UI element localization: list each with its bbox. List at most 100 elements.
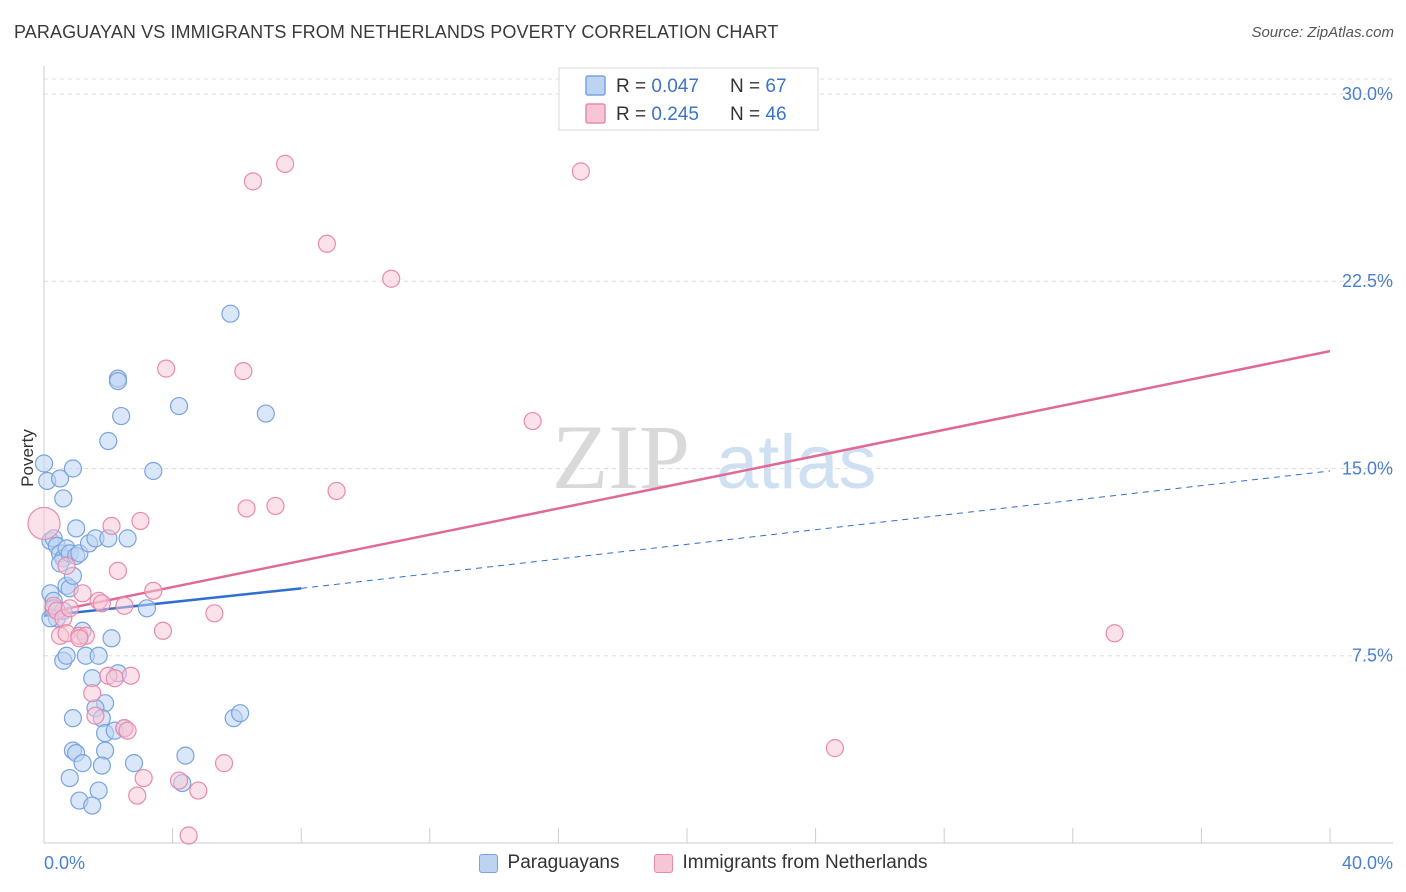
watermark-zip: ZIP [552,406,690,508]
point-netherlands [134,768,153,788]
point-paraguayans [63,709,83,728]
tick-labels: 7.5% 15.0% 22.5% 30.0% 0.0% 40.0% [44,84,1393,873]
legend-swatch-pink [585,103,606,124]
svg-text:R = 0.245: R = 0.245 [616,104,699,125]
point-netherlands [121,666,140,685]
trend-line-paraguayans [43,587,302,618]
point-netherlands [571,162,591,181]
point-paraguayans [118,529,137,548]
point-netherlands [83,684,102,703]
watermark-atlas: atlas [716,420,877,505]
point-netherlands [60,599,79,618]
legend-r-value-1: 0.047 [651,76,699,97]
point-netherlands [1105,624,1124,643]
point-netherlands [825,739,844,758]
svg-text:N = 46: N = 46 [730,104,787,125]
point-netherlands [523,411,542,431]
y-axis-label: Poverty [18,429,37,487]
point-paraguayans [102,629,121,648]
legend-r-label-2: R = [616,104,651,125]
legend-bottom: Paraguayans Immigrants from Netherlands [0,852,1406,874]
point-netherlands [179,826,198,845]
point-paraguayans [34,454,54,473]
point-paraguayans [60,768,79,788]
point-netherlands [243,172,263,191]
point-paraguayans [124,754,144,773]
point-paraguayans [176,746,195,765]
trend-lines [43,349,1331,618]
legend-swatch-blue [585,75,606,96]
point-paraguayans [95,741,115,760]
point-netherlands [57,556,76,575]
point-netherlands [128,786,147,805]
point-netherlands [169,771,189,790]
legend-top: R = 0.047 N = 67 R = 0.245 N = 46 [558,67,819,131]
point-paraguayans [89,646,108,665]
point-netherlands [237,499,256,518]
legend-n-value-2: 46 [765,104,786,125]
legend-label-paraguayans: Paraguayans [507,852,620,873]
y-tick-label: 22.5% [1342,271,1393,291]
y-tick-label: 15.0% [1342,458,1393,478]
point-paraguayans [54,489,73,508]
legend-r-label-1: R = [616,76,651,97]
point-netherlands [131,511,150,531]
point-netherlands [317,234,337,253]
x-tick-label: 40.0% [1342,853,1393,873]
point-netherlands [118,721,137,740]
point-paraguayans [92,756,111,775]
point-netherlands [70,629,89,648]
legend-n-label-1: N = [730,76,765,97]
point-netherlands [266,496,285,516]
legend-swatch-paraguayans [478,853,498,873]
point-paraguayans [108,372,128,391]
point-netherlands [327,481,346,501]
point-netherlands [205,604,224,623]
legend-label-netherlands: Immigrants from Netherlands [682,852,928,873]
chart-title: PARAGUAYAN VS IMMIGRANTS FROM NETHERLAND… [14,22,779,42]
point-paraguayans [89,781,108,800]
trend-line-paraguayans-dashed [301,470,1331,589]
point-netherlands [144,581,163,600]
point-netherlands [105,669,124,688]
data-points [27,154,1124,845]
y-tick-label: 7.5% [1352,646,1393,666]
point-netherlands [92,594,111,613]
point-paraguayans [67,519,86,538]
point-netherlands [153,621,173,640]
point-paraguayans [231,704,250,723]
point-paraguayans [83,796,102,815]
point-paraguayans [137,599,156,618]
legend-n-label-2: N = [730,104,765,125]
point-netherlands [382,269,401,288]
point-paraguayans [221,304,240,323]
point-netherlands [189,781,208,800]
svg-text:N = 67: N = 67 [730,76,787,97]
point-netherlands [157,359,176,378]
legend-r-value-2: 0.245 [651,104,699,125]
point-paraguayans [57,646,76,665]
point-netherlands [73,584,92,603]
watermark: ZIP atlas [552,406,877,508]
point-netherlands [27,506,61,541]
point-paraguayans [169,396,189,416]
point-netherlands [214,754,234,773]
x-tick-label: 0.0% [44,853,85,873]
point-paraguayans [112,406,131,426]
point-netherlands [234,362,253,381]
point-paraguayans [256,404,275,423]
point-netherlands [86,706,105,725]
point-netherlands [276,154,295,173]
legend-item-paraguayans[interactable]: Paraguayans [478,852,620,874]
legend-n-value-1: 67 [765,76,786,97]
trend-line-netherlands [43,349,1331,615]
point-netherlands [102,516,121,536]
point-paraguayans [73,754,92,773]
source-label: Source: ZipAtlas.com [1251,24,1394,41]
point-paraguayans [99,431,118,451]
point-netherlands [108,561,128,580]
point-netherlands [115,596,134,615]
legend-item-netherlands[interactable]: Immigrants from Netherlands [653,852,928,874]
point-paraguayans [144,461,163,481]
